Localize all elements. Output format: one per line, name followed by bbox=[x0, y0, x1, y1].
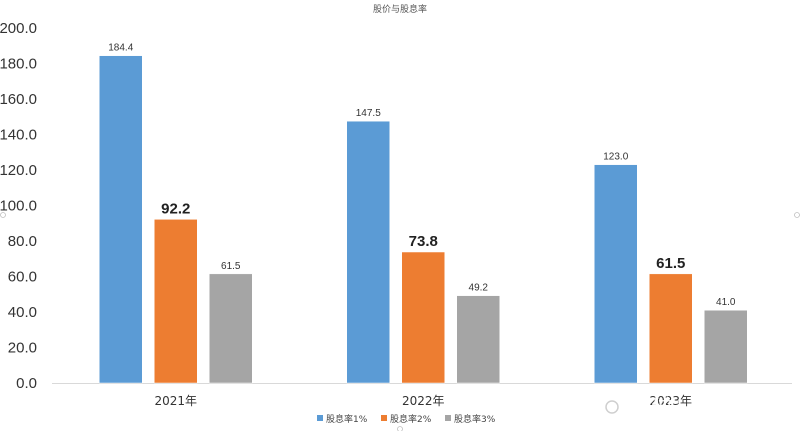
data-label: 61.5 bbox=[656, 255, 685, 272]
y-tick-label: 140.0 bbox=[0, 127, 37, 144]
legend-label: 股息率2% bbox=[390, 413, 432, 425]
resize-handle-right[interactable] bbox=[794, 212, 800, 218]
legend-swatch bbox=[445, 415, 451, 421]
data-label: 184.4 bbox=[108, 43, 133, 54]
resize-handle-bottom[interactable] bbox=[397, 426, 403, 431]
legend-swatch bbox=[317, 415, 323, 421]
bar bbox=[649, 273, 693, 384]
category-labels: 2021年 2022年 2023年 bbox=[154, 394, 692, 408]
snowball-logo-icon bbox=[601, 396, 623, 418]
y-tick-label: 20.0 bbox=[8, 340, 37, 357]
bar bbox=[99, 55, 143, 384]
y-tick-label: 100.0 bbox=[0, 198, 37, 215]
data-label: 123.0 bbox=[603, 152, 628, 163]
data-label: 147.5 bbox=[356, 108, 381, 119]
bar bbox=[704, 309, 748, 384]
y-axis: 0.0 20.0 40.0 60.0 80.0 100.0 120.0 140.0 160.0 1… bbox=[0, 20, 37, 392]
y-tick-label: 120.0 bbox=[0, 162, 37, 179]
bar bbox=[456, 295, 500, 384]
x-tick-label: 2022年 bbox=[402, 394, 445, 408]
y-tick-label: 180.0 bbox=[0, 56, 37, 73]
x-tick-label: 2021年 bbox=[154, 394, 197, 408]
bar bbox=[346, 120, 390, 384]
y-tick-label: 60.0 bbox=[8, 269, 37, 286]
y-tick-label: 80.0 bbox=[8, 233, 37, 250]
resize-handle-left[interactable] bbox=[0, 212, 6, 218]
bar bbox=[209, 273, 253, 384]
legend-label: 股息率3% bbox=[454, 413, 496, 425]
legend: 股息率1% 股息率2% 股息率3% bbox=[317, 413, 496, 425]
data-label: 61.5 bbox=[221, 261, 241, 272]
data-label: 49.2 bbox=[469, 283, 489, 294]
legend-swatch bbox=[381, 415, 387, 421]
bars bbox=[99, 55, 748, 384]
y-tick-label: 40.0 bbox=[8, 304, 37, 321]
data-label: 92.2 bbox=[161, 200, 190, 217]
bar bbox=[594, 164, 638, 384]
watermark: 雪球：可推导 bbox=[601, 395, 756, 419]
x-tick-label: 2023年 bbox=[649, 394, 692, 408]
data-labels: 184.4 92.2 61.5 147.5 73.8 49.2 123.0 61.5 41.0 bbox=[108, 43, 736, 309]
y-tick-label: 0.0 bbox=[16, 375, 37, 392]
bar bbox=[401, 251, 445, 384]
legend-label: 股息率1% bbox=[326, 413, 368, 425]
bar bbox=[154, 219, 198, 384]
chart-title: 股价与股息率 bbox=[373, 3, 427, 15]
watermark-text: 雪球：可推导 bbox=[630, 395, 756, 419]
y-tick-label: 160.0 bbox=[0, 91, 37, 108]
y-tick-label: 200.0 bbox=[0, 20, 37, 37]
data-label: 73.8 bbox=[409, 233, 438, 250]
data-label: 41.0 bbox=[716, 297, 736, 308]
